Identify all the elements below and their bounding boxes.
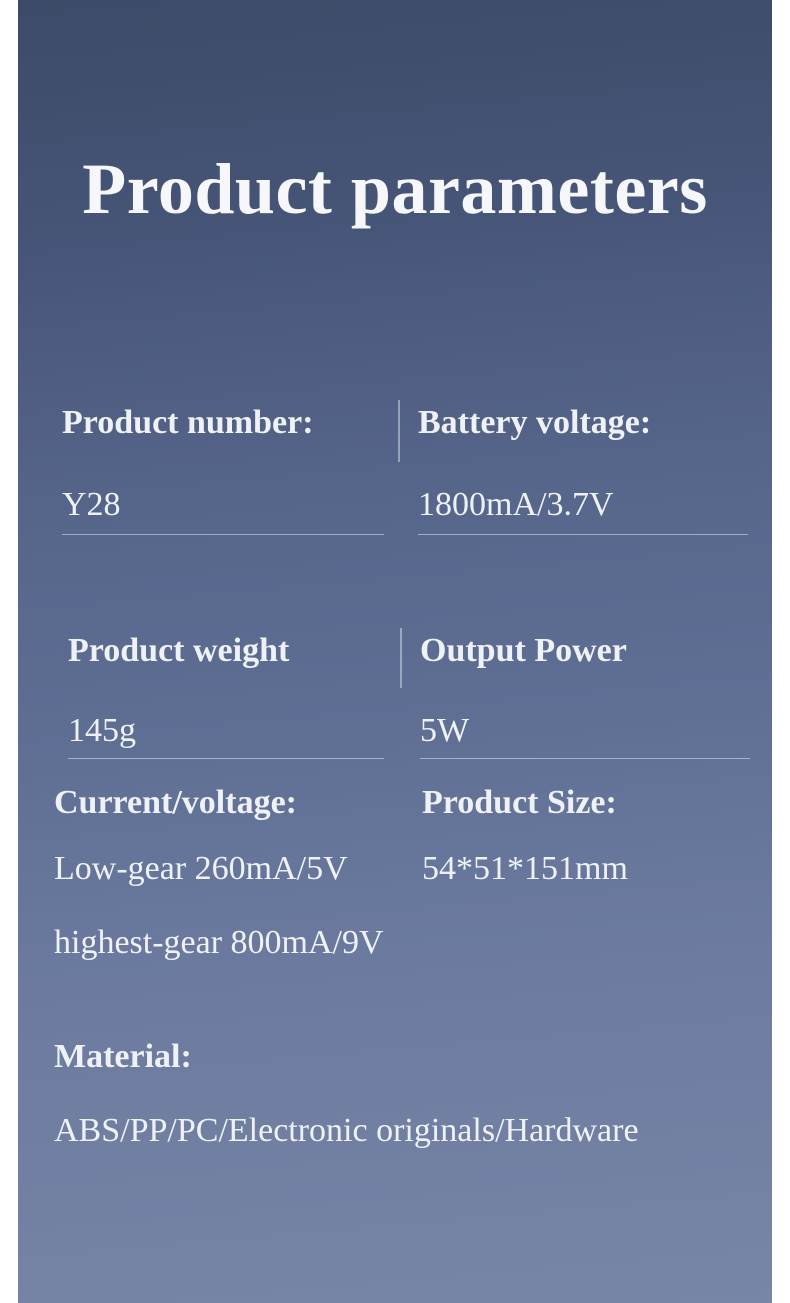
value-product-number: Y28 [62,486,121,524]
rule-under-product-number [62,534,384,535]
value-product-size: 54*51*151mm [422,850,628,888]
value-product-weight: 145g [68,712,136,750]
rule-under-product-weight [68,758,384,759]
value-current-low-gear: Low-gear 260mA/5V [54,850,348,888]
label-product-number: Product number: [62,404,314,442]
value-battery-voltage: 1800mA/3.7V [418,486,614,524]
row-weight-output: Product weight 145g Output Power 5W [68,632,730,760]
label-current-voltage: Current/voltage: [54,784,297,822]
rule-under-battery-voltage [418,534,748,535]
value-output-power: 5W [420,712,469,750]
page-title: Product parameters [0,148,790,231]
label-product-weight: Product weight [68,632,289,670]
value-material: ABS/PP/PC/Electronic originals/Hardware [54,1112,639,1150]
label-output-power: Output Power [420,632,627,670]
rule-under-output-power [420,758,750,759]
separator-row2 [400,628,402,688]
value-current-high-gear: highest-gear 800mA/9V [54,924,384,962]
separator-row1 [398,400,400,462]
label-battery-voltage: Battery voltage: [418,404,651,442]
row-product-number-battery: Product number: Y28 Battery voltage: 180… [62,404,730,534]
content-stage: Product parameters Product number: Y28 B… [0,0,790,1303]
label-material: Material: [54,1038,192,1076]
label-product-size: Product Size: [422,784,617,822]
